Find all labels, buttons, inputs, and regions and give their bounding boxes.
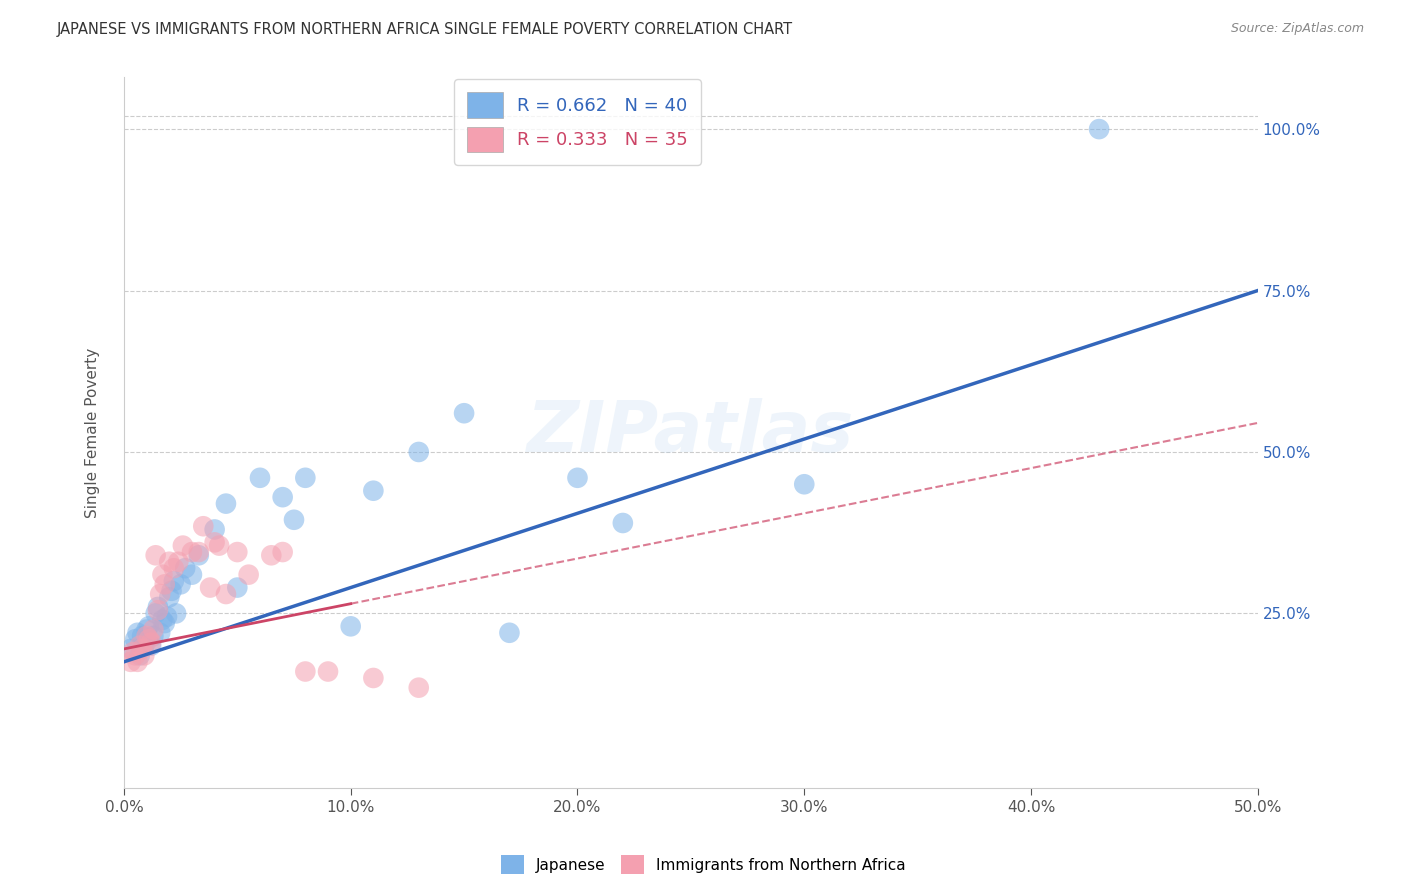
Point [793,477,815,491]
Point [149,587,172,601]
Point [339,619,361,633]
Point [134,639,156,653]
Point [139,639,162,653]
Point [181,567,204,582]
Point [204,523,226,537]
Point [363,671,385,685]
Point [204,535,226,549]
Point [316,665,339,679]
Point [120,641,142,656]
Point [187,549,209,563]
Point [208,539,231,553]
Point [152,567,174,582]
Point [128,639,150,653]
Point [157,555,180,569]
Legend: Japanese, Immigrants from Northern Africa: Japanese, Immigrants from Northern Afric… [495,849,911,880]
Point [363,483,385,498]
Point [165,607,187,621]
Point [271,545,294,559]
Point [139,635,162,649]
Point [294,471,316,485]
Point [226,581,249,595]
Point [249,471,271,485]
Point [138,632,160,647]
Point [612,516,634,530]
Point [167,555,190,569]
Point [135,623,157,637]
Point [131,641,153,656]
Point [498,625,520,640]
Point [142,623,165,637]
Point [198,581,221,595]
Point [169,577,191,591]
Point [260,549,283,563]
Legend: R = 0.662   N = 40, R = 0.333   N = 35: R = 0.662 N = 40, R = 0.333 N = 35 [454,79,700,165]
Text: Source: ZipAtlas.com: Source: ZipAtlas.com [1230,22,1364,36]
Point [127,625,149,640]
Point [135,629,157,643]
Point [149,625,172,640]
Point [172,539,194,553]
Point [1088,122,1111,136]
Point [146,603,169,617]
Point [215,497,238,511]
Point [145,607,167,621]
Point [138,619,160,633]
Point [163,574,186,588]
Point [153,577,176,591]
Point [408,445,430,459]
Point [157,591,180,605]
Point [153,616,176,631]
Point [152,613,174,627]
Point [145,549,167,563]
Point [156,609,179,624]
Point [294,665,316,679]
Point [134,648,156,663]
Point [146,599,169,614]
Point [122,645,145,659]
Y-axis label: Single Female Poverty: Single Female Poverty [86,348,100,517]
Point [193,519,215,533]
Point [120,655,142,669]
Point [567,471,589,485]
Point [283,513,305,527]
Point [215,587,238,601]
Point [127,655,149,669]
Point [174,561,197,575]
Point [131,629,153,643]
Point [163,561,186,575]
Text: JAPANESE VS IMMIGRANTS FROM NORTHERN AFRICA SINGLE FEMALE POVERTY CORRELATION CH: JAPANESE VS IMMIGRANTS FROM NORTHERN AFR… [56,22,793,37]
Point [271,490,294,504]
Point [238,567,260,582]
Point [408,681,430,695]
Point [187,545,209,559]
Point [124,632,146,647]
Text: ZIPatlas: ZIPatlas [527,398,855,467]
Point [226,545,249,559]
Point [453,406,475,420]
Point [181,545,204,559]
Point [124,648,146,663]
Point [142,629,165,643]
Point [128,648,150,663]
Point [160,583,183,598]
